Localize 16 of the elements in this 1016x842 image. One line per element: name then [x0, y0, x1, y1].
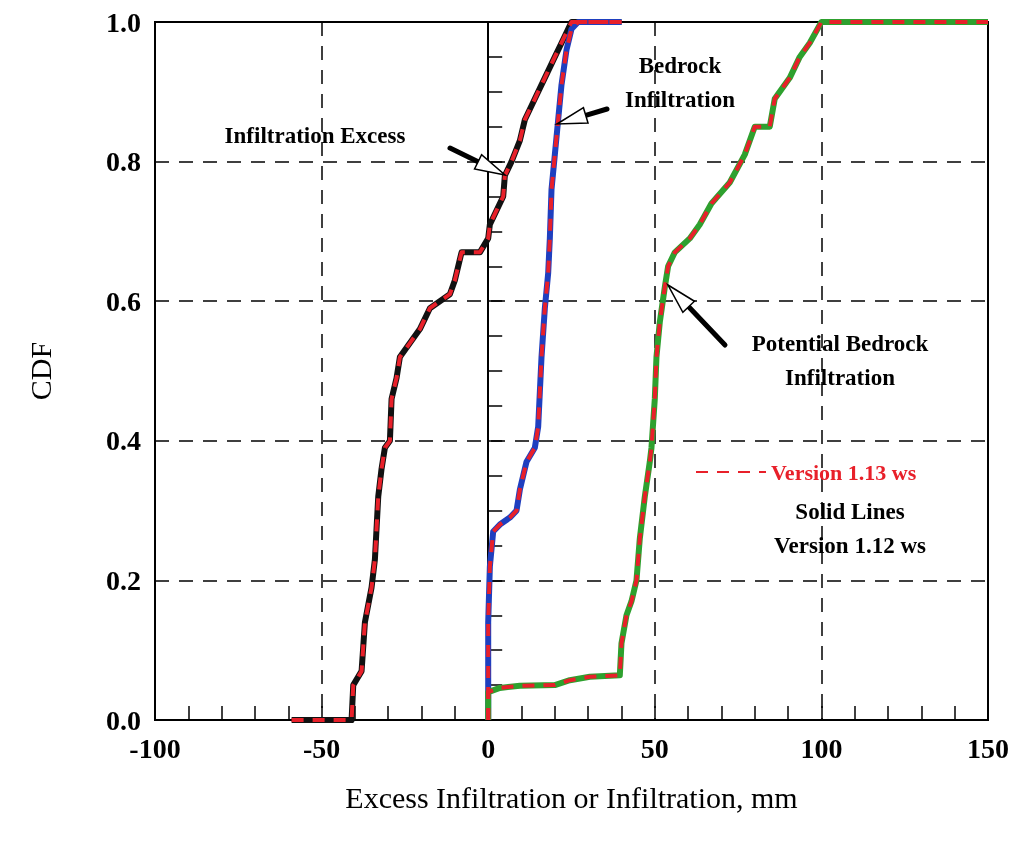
x-tick-label: 50 [640, 732, 669, 764]
y-tick-label: 1.0 [106, 6, 141, 38]
annotation: Solid Lines Version 1.12 ws [774, 498, 926, 558]
x-tick-label: 150 [967, 732, 1009, 764]
x-axis-title: Excess Infiltration or Infiltration, mm [345, 780, 798, 814]
x-tick-label: -50 [302, 732, 341, 764]
x-tick-label: 0 [481, 732, 496, 764]
y-tick-label: 0.6 [106, 285, 141, 317]
y-tick-label: 0.4 [106, 425, 141, 457]
y-axis-title: CDF [23, 341, 57, 401]
y-tick-label: 0.8 [106, 146, 141, 178]
annotation: Infiltration Excess [224, 122, 406, 148]
x-tick-label: 100 [800, 732, 843, 764]
y-tick-label: 0.2 [106, 564, 141, 596]
annotation: Potential Bedrock Infiltration [751, 330, 929, 390]
legend-label: Version 1.13 ws [771, 459, 917, 485]
